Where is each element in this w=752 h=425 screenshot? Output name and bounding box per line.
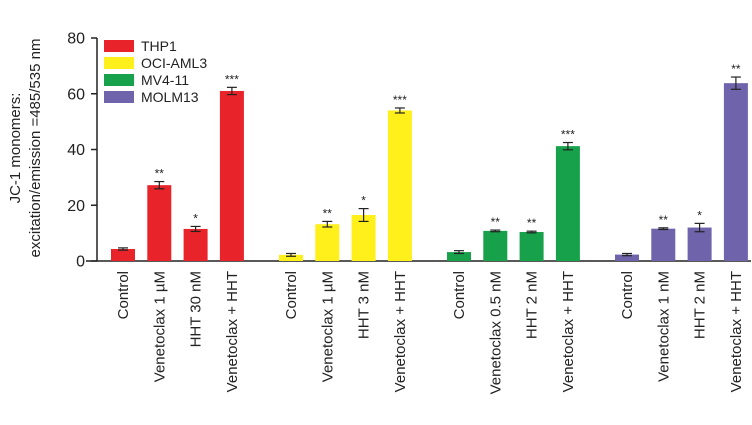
category-label: Venetoclax 0.5 nM <box>487 271 504 394</box>
significance-label: ** <box>323 206 333 220</box>
category-label: Venetoclax + HHT <box>224 271 241 392</box>
legend-label: MV4-11 <box>141 72 189 88</box>
significance-label: * <box>697 208 702 222</box>
significance-label: ** <box>155 167 165 181</box>
category-label: Venetoclax 1 nM <box>655 271 672 382</box>
bar <box>147 185 172 261</box>
bar <box>447 252 471 261</box>
significance-label: *** <box>225 72 239 86</box>
significance-label: ** <box>491 215 501 229</box>
bar <box>555 146 580 261</box>
legend-label: THP1 <box>141 38 177 54</box>
bars: Control**Venetoclax 1 µM*HHT 30 nM***Ven… <box>111 62 748 394</box>
category-label: Venetoclax + HHT <box>728 271 745 392</box>
legend-label: OCI-AML3 <box>141 55 207 71</box>
category-label: Control <box>283 271 300 319</box>
significance-label: ** <box>527 216 537 230</box>
bar <box>387 110 412 261</box>
y-axis-title-line2: excitation/emission =485/535 nm <box>27 39 44 258</box>
y-tick-label: 40 <box>67 142 85 159</box>
y-tick-label: 20 <box>67 198 85 215</box>
category-label: Venetoclax 1 µM <box>151 271 168 382</box>
category-label: HHT 30 nM <box>188 271 205 347</box>
category-label: Control <box>451 271 468 319</box>
bar <box>219 90 244 262</box>
y-tick-label: 60 <box>67 86 85 103</box>
category-label: HHT 2 nM <box>524 271 541 339</box>
bar <box>519 232 544 261</box>
category-label: Control <box>115 271 132 319</box>
significance-label: ** <box>659 213 669 227</box>
bar <box>183 228 208 261</box>
category-label: Venetoclax 1 µM <box>319 271 336 382</box>
category-label: HHT 3 nM <box>356 271 373 339</box>
bar <box>279 254 303 261</box>
y-tick-label: 0 <box>76 254 85 271</box>
legend-label: MOLM13 <box>141 89 199 105</box>
significance-label: *** <box>561 128 575 142</box>
category-label: Control <box>619 271 636 319</box>
legend-swatch <box>104 40 134 52</box>
category-label: Venetoclax + HHT <box>560 271 577 392</box>
bar <box>615 254 639 261</box>
significance-label: ** <box>731 62 741 76</box>
bar <box>687 227 712 261</box>
y-axis-title-line1: JC-1 monomers: <box>7 93 24 204</box>
legend-swatch <box>104 91 134 103</box>
bar <box>483 230 508 261</box>
category-label: Venetoclax + HHT <box>392 271 409 392</box>
legend-swatch <box>104 57 134 69</box>
y-tick-label: 80 <box>67 31 85 48</box>
bar <box>651 228 676 261</box>
significance-label: * <box>361 194 366 208</box>
bar <box>111 249 135 261</box>
bar <box>315 224 340 261</box>
significance-label: * <box>193 211 198 225</box>
bar <box>723 83 748 261</box>
category-label: HHT 2 nM <box>692 271 709 339</box>
y-axis-title: JC-1 monomers: excitation/emission =485/… <box>7 39 44 258</box>
bar <box>351 215 376 261</box>
legend-swatch <box>104 74 134 86</box>
significance-label: *** <box>393 93 407 107</box>
